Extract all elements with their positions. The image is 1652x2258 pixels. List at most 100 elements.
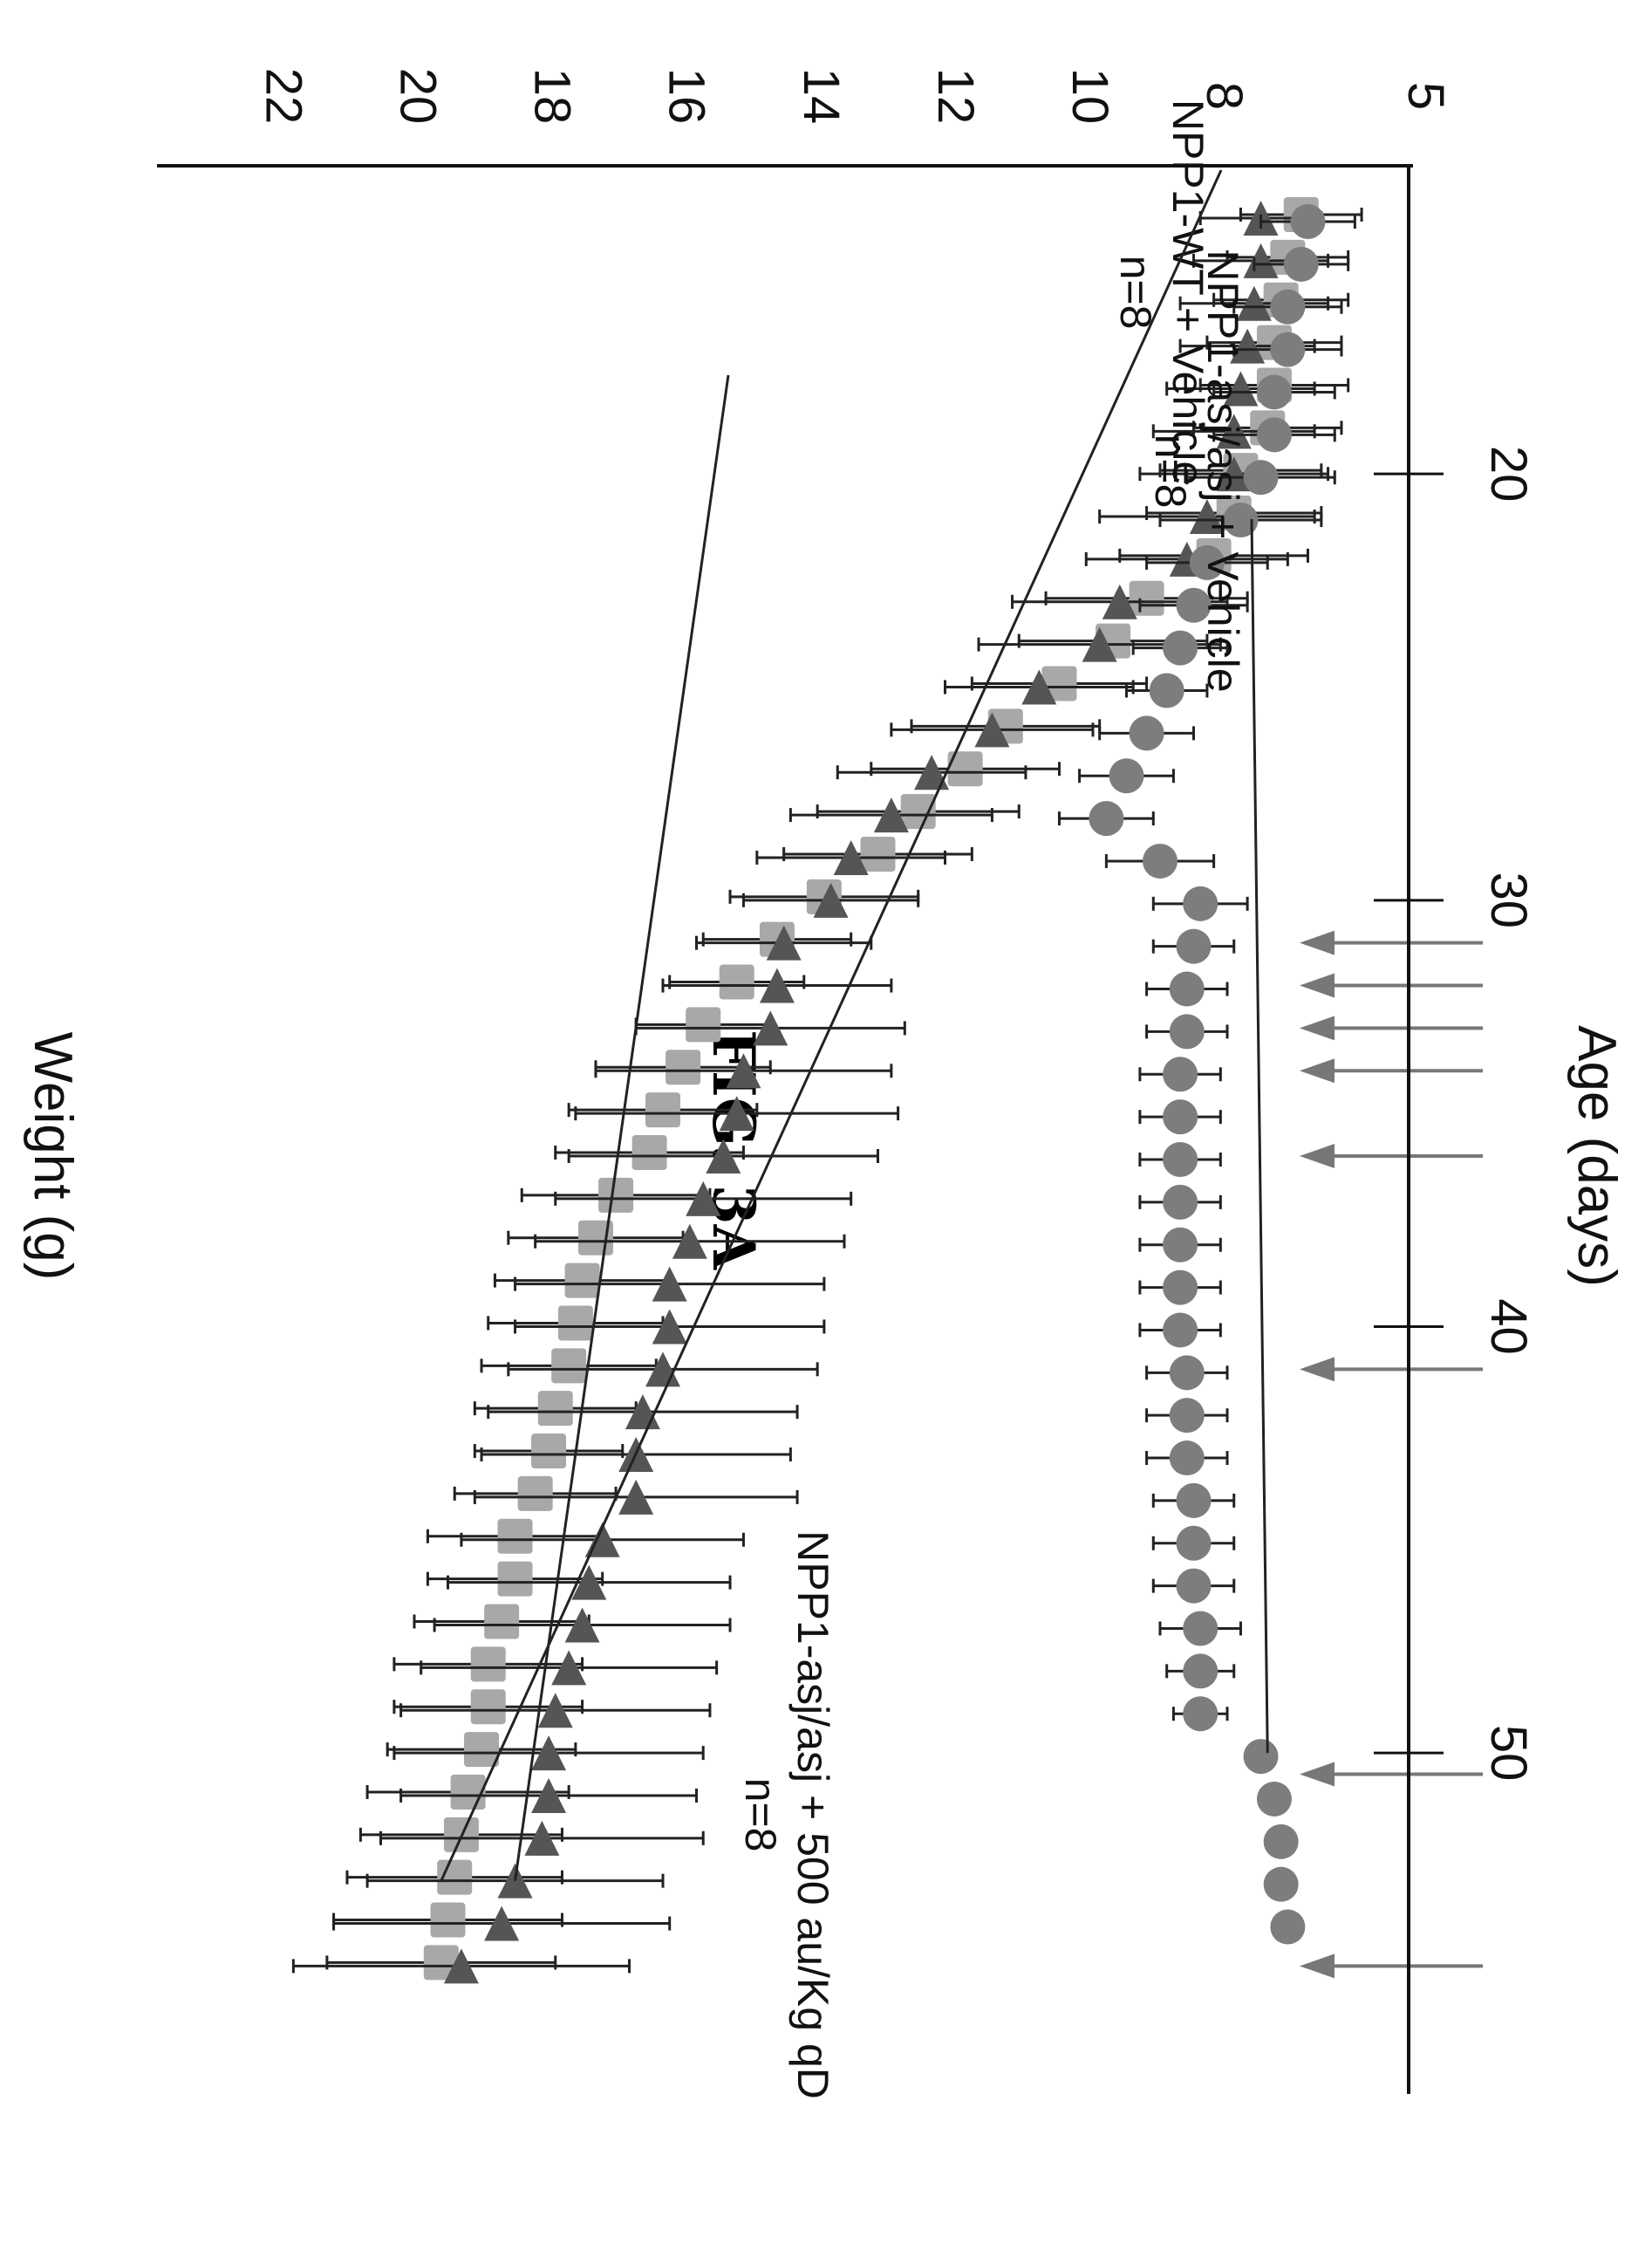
dose-arrow <box>1300 1016 1483 1041</box>
data-point <box>1021 669 1057 705</box>
data-point <box>1243 1739 1279 1775</box>
data-point <box>1163 1057 1198 1092</box>
data-point <box>618 1479 654 1515</box>
data-point <box>1169 1398 1205 1433</box>
dose-arrow <box>1300 1144 1483 1168</box>
data-point <box>1290 204 1326 239</box>
dose-arrow <box>1300 1954 1483 1979</box>
x-tick-label: 50 <box>1480 1725 1537 1782</box>
data-point <box>1169 1014 1205 1050</box>
data-point <box>1169 1440 1205 1476</box>
data-point <box>1270 1909 1306 1945</box>
data-point <box>759 968 795 1003</box>
dose-arrow <box>1300 1762 1483 1787</box>
data-point <box>1256 374 1292 410</box>
data-point <box>1163 1099 1198 1135</box>
data-point <box>1149 673 1184 708</box>
data-point <box>571 1564 607 1600</box>
data-point <box>564 1262 600 1298</box>
data-point <box>1082 626 1117 662</box>
data-point <box>537 1693 573 1728</box>
data-point <box>719 964 754 1000</box>
data-point <box>1163 1269 1198 1305</box>
data-point <box>430 1902 466 1938</box>
data-point <box>1270 332 1306 367</box>
data-point <box>531 1433 567 1469</box>
data-point <box>686 1007 721 1043</box>
data-point <box>813 882 849 918</box>
data-point <box>947 751 983 787</box>
x-tick-label: 30 <box>1480 872 1537 929</box>
data-point <box>1129 715 1164 751</box>
data-point <box>497 1518 533 1554</box>
leader-line <box>514 374 730 1881</box>
data-point <box>1183 1611 1219 1646</box>
data-point <box>1163 1184 1198 1220</box>
annotation-treated: NPP1-asj/asj + 500 au/Kg qDn=8 <box>514 374 837 2099</box>
data-point <box>726 1053 761 1089</box>
data-point <box>1189 544 1225 580</box>
data-point <box>564 1607 600 1643</box>
y-tick-label: 16 <box>659 68 715 125</box>
data-point <box>551 1348 587 1384</box>
data-point <box>524 1820 560 1856</box>
data-point <box>719 1096 754 1132</box>
data-point <box>531 1777 567 1813</box>
data-point <box>1243 243 1279 278</box>
series-layer <box>291 197 1363 1984</box>
dose-arrow <box>1300 973 1483 998</box>
data-point <box>1163 1142 1198 1177</box>
y-tick-label: 8 <box>1196 82 1253 110</box>
data-point <box>1223 503 1259 538</box>
data-point <box>672 1223 707 1259</box>
data-point <box>497 1561 533 1597</box>
data-point <box>1256 1781 1292 1817</box>
data-point <box>551 1650 587 1686</box>
data-point <box>1143 843 1178 879</box>
y-tick-label: 20 <box>390 68 447 125</box>
data-point <box>914 755 950 790</box>
data-point <box>598 1177 634 1213</box>
leader-line <box>1250 518 1269 1754</box>
dose-arrow <box>1300 1357 1483 1382</box>
data-point <box>443 1948 479 1984</box>
data-point <box>1270 289 1306 325</box>
y-tick-label: 14 <box>793 68 850 125</box>
y-tick-label: 22 <box>256 68 312 125</box>
data-point <box>531 1735 567 1771</box>
data-point <box>557 1305 593 1341</box>
data-point <box>1041 666 1077 701</box>
data-point <box>1169 1355 1205 1391</box>
data-point <box>1263 1824 1299 1859</box>
data-point <box>1256 417 1292 453</box>
data-point <box>833 839 869 875</box>
data-point <box>974 712 1010 748</box>
data-point <box>470 1646 506 1682</box>
data-point <box>1102 584 1137 619</box>
data-point <box>652 1266 687 1302</box>
y-tick-label: 18 <box>524 68 581 125</box>
data-point <box>1176 587 1212 623</box>
data-point <box>1183 1653 1219 1689</box>
data-point <box>470 1689 506 1725</box>
annotation-label: NPP1-WT + Vehicle <box>1164 99 1212 485</box>
data-point <box>537 1391 573 1427</box>
data-point <box>1216 456 1252 492</box>
data-point <box>873 797 909 833</box>
data-point <box>706 1139 741 1173</box>
data-point <box>1183 886 1219 921</box>
data-point <box>1163 1227 1198 1262</box>
annotation-label: NPP1-asj/asj + Vehicle <box>1198 250 1247 692</box>
data-point <box>1223 371 1259 407</box>
annotation-label: NPP1-asj/asj + 500 au/Kg qD <box>788 1530 837 2099</box>
data-point <box>1243 460 1279 496</box>
data-point <box>652 1309 687 1345</box>
series-circle <box>1057 204 1356 1945</box>
data-point <box>1176 1568 1212 1604</box>
y-tick-label: 10 <box>1062 68 1118 125</box>
dose-arrows <box>1300 930 1483 1979</box>
